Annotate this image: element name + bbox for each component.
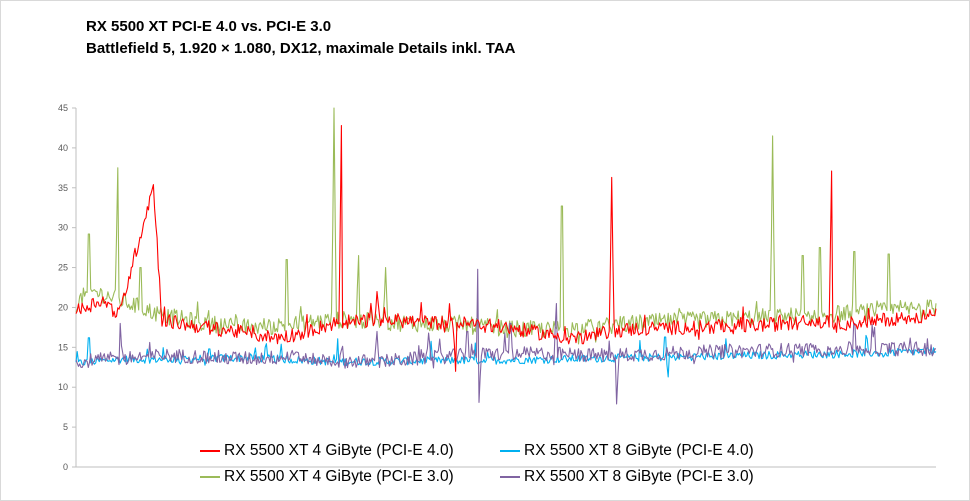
legend-label-4gb-pcie4: RX 5500 XT 4 GiByte (PCI-E 4.0) — [224, 442, 454, 459]
legend-swatch-4gb-pcie4 — [200, 450, 220, 452]
y-tick-label: 0 — [63, 462, 68, 472]
chart-title: RX 5500 XT PCI-E 4.0 vs. PCI-E 3.0 — [86, 18, 332, 35]
y-tick-label: 15 — [58, 342, 68, 352]
legend: RX 5500 XT 4 GiByte (PCI-E 4.0) RX 5500 … — [200, 438, 820, 490]
legend-swatch-4gb-pcie3 — [200, 476, 220, 478]
legend-label-8gb-pcie4: RX 5500 XT 8 GiByte (PCI-E 4.0) — [524, 442, 754, 459]
series-line — [75, 107, 937, 345]
legend-item-4gb-pcie4: RX 5500 XT 4 GiByte (PCI-E 4.0) — [200, 442, 500, 460]
legend-item-8gb-pcie4: RX 5500 XT 8 GiByte (PCI-E 4.0) — [500, 442, 754, 460]
legend-label-8gb-pcie3: RX 5500 XT 8 GiByte (PCI-E 3.0) — [524, 468, 754, 485]
legend-label-4gb-pcie3: RX 5500 XT 4 GiByte (PCI-E 3.0) — [224, 468, 454, 485]
series-line — [75, 125, 937, 372]
legend-swatch-8gb-pcie4 — [500, 450, 520, 452]
y-tick-label: 45 — [58, 103, 68, 113]
y-axis: 0 5 10 15 20 25 30 35 40 45 — [58, 103, 77, 472]
y-tick-label: 10 — [58, 382, 68, 392]
y-tick-label: 5 — [63, 422, 68, 432]
series-line — [75, 268, 937, 405]
legend-row: RX 5500 XT 4 GiByte (PCI-E 3.0) RX 5500 … — [200, 464, 820, 490]
legend-row: RX 5500 XT 4 GiByte (PCI-E 4.0) RX 5500 … — [200, 438, 820, 464]
y-tick-label: 20 — [58, 302, 68, 312]
y-tick-label: 25 — [58, 263, 68, 273]
chart-subtitle: Battlefield 5, 1.920 × 1.080, DX12, maxi… — [86, 40, 516, 57]
legend-item-8gb-pcie3: RX 5500 XT 8 GiByte (PCI-E 3.0) — [500, 468, 754, 486]
y-tick-label: 30 — [58, 223, 68, 233]
legend-swatch-8gb-pcie3 — [500, 476, 520, 478]
series-lines — [75, 107, 937, 405]
y-tick-label: 35 — [58, 183, 68, 193]
legend-item-4gb-pcie3: RX 5500 XT 4 GiByte (PCI-E 3.0) — [200, 468, 500, 486]
y-tick-label: 40 — [58, 143, 68, 153]
